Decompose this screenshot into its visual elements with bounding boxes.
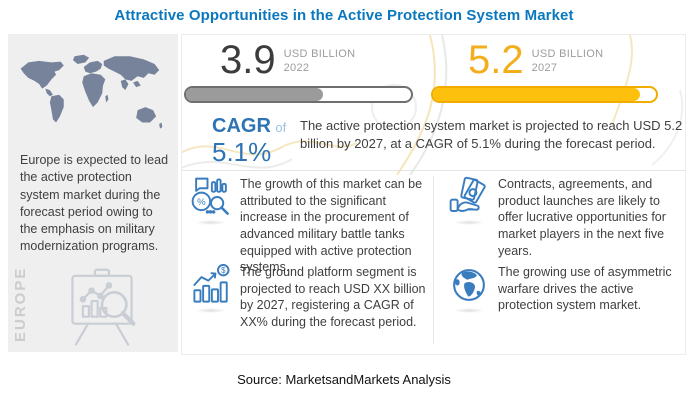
insight-text: The growth of this market can be attribu… <box>240 177 423 275</box>
stat-2027-year: 2027 <box>531 61 558 74</box>
stat-2027-value: 5.2 <box>468 38 524 82</box>
progress-bar-2027 <box>431 86 658 103</box>
growth-analysis-icon: % <box>191 177 229 215</box>
world-map-icon <box>20 54 163 129</box>
icon-shadow <box>195 220 227 225</box>
insight-text: The ground platform segment is projected… <box>240 265 426 329</box>
icon-shadow <box>453 220 485 225</box>
cagr-block: CAGR of 5.1% <box>212 115 286 167</box>
insight-text: The growing use of asymmetric warfare dr… <box>498 265 672 313</box>
icon-shadow <box>453 308 485 313</box>
progress-bar-2027-fill <box>433 88 641 101</box>
progress-bar-2022 <box>184 86 413 103</box>
region-description: Europe is expected to lead the active pr… <box>20 153 169 254</box>
source-note: Source: MarketsandMarkets Analysis <box>237 372 451 387</box>
svg-text:%: % <box>197 197 206 208</box>
market-summary: The active protection system market is p… <box>300 118 683 151</box>
insight-asymmetric-warfare: The growing use of asymmetric warfare dr… <box>446 264 684 314</box>
progress-bar-2022-fill <box>186 88 324 101</box>
bar-growth-dollar-icon: $ <box>193 264 230 303</box>
stat-2027-unit: USD BILLION 2027 <box>532 39 604 76</box>
vertical-divider <box>433 176 434 344</box>
market-panel: 3.9 USD BILLION 2022 5.2 USD BILLION 202… <box>181 34 686 355</box>
cagr-value: 5.1% <box>212 137 272 167</box>
stat-2022: 3.9 USD BILLION 2022 <box>220 39 355 81</box>
stat-2027-unit-label: USD BILLION <box>531 48 604 60</box>
globe-icon <box>453 269 485 301</box>
stat-2027: 5.2 USD BILLION 2027 <box>468 39 603 81</box>
stat-2022-unit-label: USD BILLION <box>283 48 356 60</box>
money-hand-icon <box>449 176 486 212</box>
easel-chart-magnifier-icon <box>71 268 136 346</box>
insight-ground-platform: $ The ground platform segment is project… <box>188 264 431 331</box>
stat-2022-unit: USD BILLION 2022 <box>284 39 356 76</box>
stat-2022-value: 3.9 <box>220 38 276 82</box>
region-panel: Europe is expected to lead the active pr… <box>8 34 178 352</box>
cagr-of: of <box>275 120 287 135</box>
page-title: Attractive Opportunities in the Active P… <box>114 7 574 24</box>
insight-contracts: Contracts, agreements, and product launc… <box>446 176 684 259</box>
insight-growth: % The growth of this market can be attri… <box>188 176 431 276</box>
horizontal-divider <box>182 170 685 171</box>
cagr-label: CAGR <box>212 115 271 137</box>
svg-text:$: $ <box>221 266 226 275</box>
stat-2022-year: 2022 <box>283 61 310 74</box>
insight-text: Contracts, agreements, and product launc… <box>498 177 666 258</box>
icon-shadow <box>195 308 227 313</box>
region-label: EUROPE <box>12 266 29 342</box>
